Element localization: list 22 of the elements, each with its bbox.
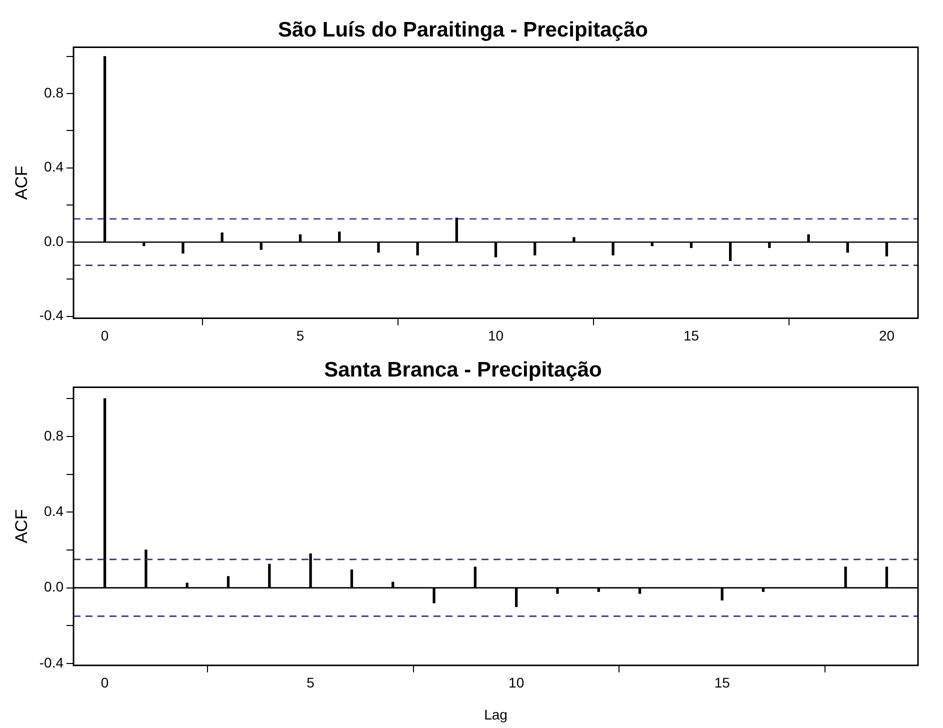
x-tick-label: 10 — [488, 327, 504, 344]
x-axis-title: Lag — [484, 706, 508, 722]
x-tick-label: 20 — [878, 327, 895, 344]
y-tick-label: -0.4 — [39, 654, 64, 670]
x-tick-label: 15 — [683, 327, 700, 344]
chart-title: Santa Branca - Precipitação — [324, 358, 602, 382]
y-tick-label: 0.0 — [44, 232, 64, 249]
y-tick-label: 0.0 — [44, 578, 64, 595]
y-axis-title: ACF — [12, 166, 31, 200]
y-axis-title: ACF — [12, 509, 31, 544]
y-tick-label: 0.8 — [44, 427, 64, 444]
x-tick-label: 0 — [100, 327, 109, 344]
y-tick-label: -0.4 — [39, 307, 64, 324]
chart-title: São Luís do Paraitinga - Precipitação — [278, 18, 648, 42]
y-tick-label: 0.4 — [44, 502, 64, 519]
x-tick-label: 15 — [714, 674, 730, 691]
y-tick-label: 0.4 — [44, 158, 64, 175]
x-tick-label: 0 — [100, 674, 109, 691]
x-tick-label: 10 — [508, 674, 524, 691]
y-tick-label: 0.8 — [44, 84, 64, 100]
x-tick-label: 5 — [296, 327, 304, 344]
x-tick-label: 5 — [306, 674, 315, 691]
